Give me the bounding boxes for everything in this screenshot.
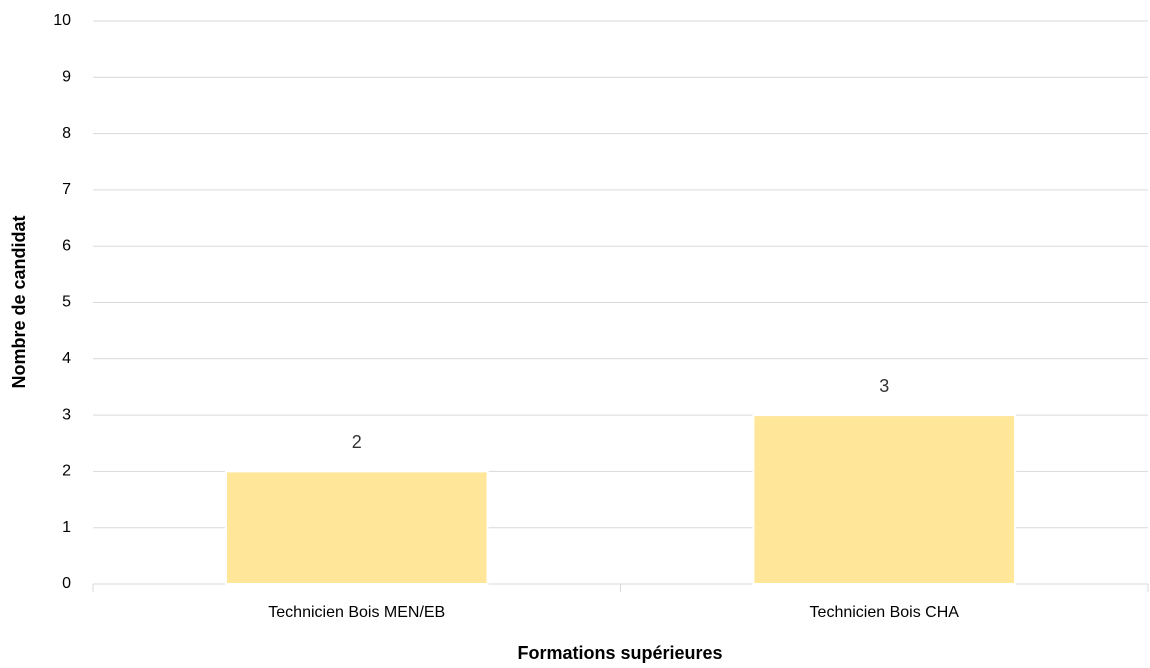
y-tick-label: 2	[62, 463, 71, 480]
y-tick-label: 9	[62, 69, 71, 86]
x-tick-label: Technicien Bois MEN/EB	[268, 604, 445, 621]
y-tick-label: 0	[62, 575, 71, 592]
bar	[752, 414, 1017, 585]
y-tick-label: 6	[62, 237, 71, 254]
data-label: 2	[352, 432, 362, 452]
bar	[224, 470, 489, 585]
y-tick-label: 8	[62, 125, 71, 142]
data-label: 3	[879, 376, 889, 396]
y-tick-label: 3	[62, 406, 71, 423]
x-axis-title: Formations supérieures	[517, 643, 722, 663]
y-tick-label: 5	[62, 294, 71, 311]
y-axis-title: Nombre de candidat	[9, 215, 29, 388]
y-tick-label: 10	[53, 12, 71, 29]
y-tick-label: 4	[62, 350, 71, 367]
y-tick-label: 7	[62, 181, 71, 198]
x-tick-label: Technicien Bois CHA	[810, 604, 960, 621]
y-tick-label: 1	[62, 519, 71, 536]
